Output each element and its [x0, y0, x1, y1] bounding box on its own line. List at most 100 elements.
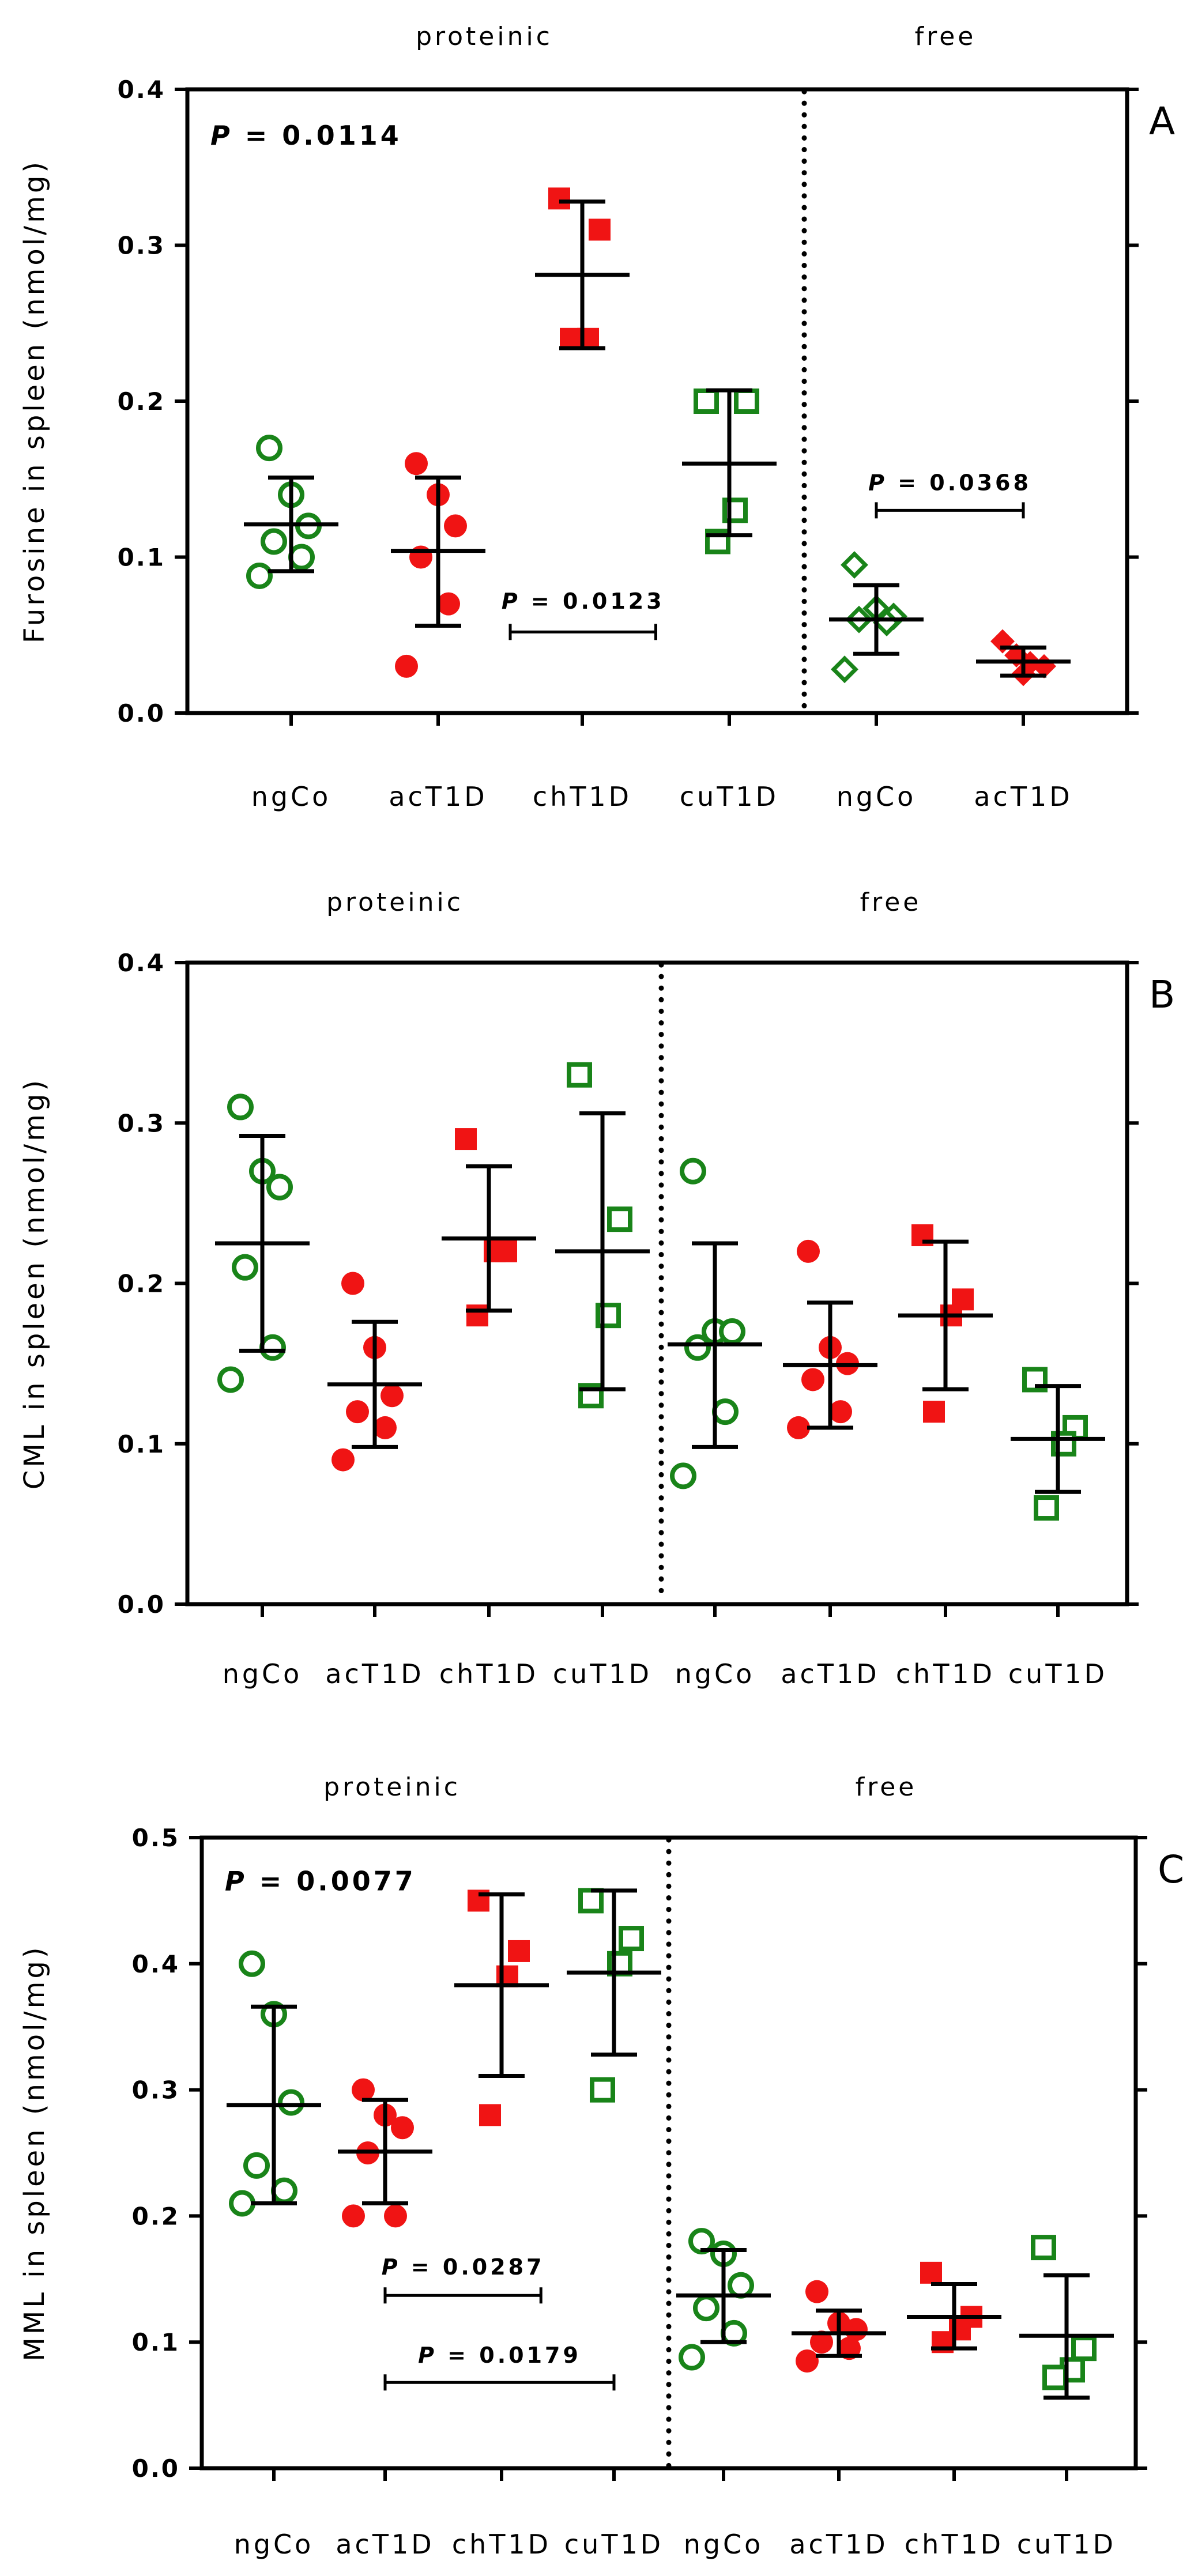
series-ngco-proteinic [244, 435, 338, 589]
data-point [271, 2177, 297, 2204]
data-point [232, 1254, 258, 1281]
series-cht1d-proteinic [442, 1128, 536, 1327]
data-point [548, 187, 570, 210]
y-tick-label: 0.1 [132, 2328, 180, 2356]
data-point [693, 2295, 719, 2322]
data-point [1042, 2364, 1068, 2390]
data-point [261, 528, 287, 555]
data-point [796, 2349, 819, 2373]
y-tick-label: 0.4 [132, 1950, 180, 1978]
data-point [841, 551, 868, 579]
data-point [619, 1926, 644, 1952]
y-tick-label: 0.4 [118, 76, 165, 104]
series-cht1d-proteinic [535, 187, 630, 350]
plot-frame [185, 87, 1129, 715]
y-tick-label: 0.3 [118, 1109, 165, 1137]
y-tick-label: 0.0 [118, 699, 165, 727]
series-cht1d-proteinic [454, 1889, 549, 2126]
x-category-label: chT1D [452, 2529, 551, 2560]
data-point [1071, 2336, 1097, 2362]
series-ngco-proteinic [215, 1093, 310, 1393]
y-tick-label: 0.1 [118, 544, 165, 572]
panel-a: 0.0 0.1 0.2 0.3 0.4 Furosine in spleen (nmol/… [18, 22, 1175, 812]
data-point [374, 1416, 397, 1439]
data-point [229, 2190, 255, 2217]
data-point [679, 2344, 705, 2371]
data-point [395, 654, 418, 678]
data-point [266, 1174, 293, 1201]
x-category-label: ngCo [251, 781, 331, 812]
data-point [712, 1398, 739, 1425]
data-point [342, 2204, 365, 2228]
panel-letter: B [1149, 972, 1175, 1017]
y-tick-label: 0.3 [132, 2076, 180, 2104]
x-category-label: cuT1D [1008, 1658, 1107, 1689]
panel-b: 0.0 0.1 0.2 0.3 0.4 CML in spleen (nmol/mg) ng… [18, 888, 1175, 1689]
series-cht1d-free [898, 1224, 993, 1423]
x-category-label: chT1D [905, 2529, 1004, 2560]
x-category-label: ngCo [223, 1658, 303, 1689]
data-point [508, 1940, 530, 1962]
overall-p-value: P = 0.0077 [225, 1866, 416, 1897]
data-point [719, 1318, 745, 1345]
data-point [688, 2228, 715, 2255]
series-cut1d-proteinic [682, 388, 777, 555]
data-point [670, 1462, 696, 1489]
y-tick-label: 0.3 [118, 232, 165, 260]
data-point [680, 1157, 706, 1185]
data-point [391, 2116, 414, 2140]
data-point [466, 1304, 488, 1327]
series-ngco-proteinic [227, 1950, 321, 2217]
x-category-label: cuT1D [680, 781, 779, 812]
data-point [278, 2089, 304, 2116]
data-point [787, 1416, 810, 1439]
y-tick-label: 0.2 [118, 387, 165, 416]
data-point [589, 218, 611, 241]
data-point [352, 2078, 375, 2102]
series-ngco-free [676, 2228, 771, 2371]
data-point [923, 1401, 945, 1423]
x-category-label: acT1D [789, 2529, 888, 2560]
group-header: proteinic [416, 22, 553, 51]
x-category-label: acT1D [336, 2529, 434, 2560]
data-point [831, 655, 858, 684]
data-point [578, 1888, 604, 1914]
panel-letter: A [1149, 99, 1175, 144]
data-point [405, 452, 428, 476]
x-category-label: acT1D [974, 781, 1072, 812]
x-category-label: chT1D [439, 1658, 538, 1689]
group-header: proteinic [326, 888, 464, 917]
comparison-p-value: P = 0.0123 [502, 589, 665, 614]
data-point [829, 1400, 852, 1424]
series-cut1d-proteinic [567, 1888, 661, 2103]
y-tick-label: 0.4 [118, 949, 165, 977]
panel-letter: C [1158, 1847, 1184, 1892]
data-point [288, 544, 315, 571]
data-point [259, 1334, 286, 1361]
y-tick-label: 0.2 [118, 1270, 165, 1298]
data-point [734, 389, 759, 414]
x-category-label: cuT1D [564, 2529, 664, 2560]
comparison-p-value: P = 0.0179 [418, 2343, 581, 2368]
series-cut1d-free [1011, 1367, 1105, 1521]
y-tick-label: 0.5 [132, 1824, 180, 1852]
panel-c: 0.0 0.1 0.2 0.3 0.4 0.5 MML in spleen (nmol/mg… [18, 1772, 1184, 2560]
series-cut1d-proteinic [555, 1062, 650, 1409]
comparison-p-value: P = 0.0368 [868, 470, 1031, 496]
data-point [239, 1950, 265, 1977]
data-point [381, 1384, 404, 1408]
data-point [331, 1448, 355, 1472]
plot-frame [185, 960, 1129, 1606]
y-axis-label: MML in spleen (nmol/mg) [18, 1944, 51, 2361]
data-point [217, 1366, 244, 1393]
series-act1d-proteinic [327, 1272, 422, 1472]
data-point [920, 2261, 942, 2284]
comparison-p-value: P = 0.0287 [382, 2254, 545, 2280]
x-category-label: ngCo [837, 781, 917, 812]
group-header: free [915, 22, 977, 51]
x-category-label: cuT1D [553, 1658, 652, 1689]
data-point [567, 1062, 592, 1088]
data-point [384, 2204, 407, 2228]
series-act1d-free [783, 1239, 877, 1439]
